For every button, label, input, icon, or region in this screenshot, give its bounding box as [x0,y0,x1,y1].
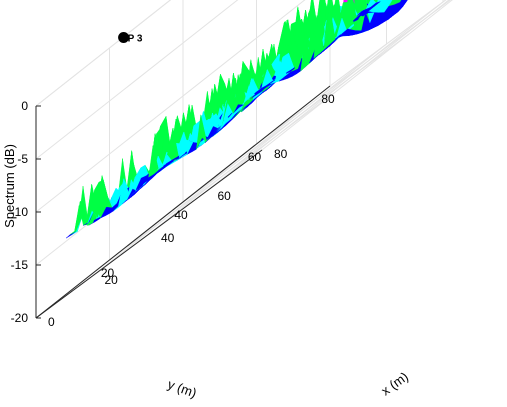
x-tick-label: 0 [48,315,55,329]
z-tick-label: 0 [21,99,28,113]
x-tick-label: 20 [105,273,119,287]
y-tick-label: 40 [174,208,188,222]
x-tick-label: 60 [218,189,232,203]
z-axis-label: Spectrum (dB) [2,144,17,228]
z-tick-label: -20 [11,311,29,325]
y-tick-label: 60 [248,150,262,164]
x-axis-label: x (m) [378,369,411,399]
y-tick-label: 80 [321,92,335,106]
y-axis-label: y (m) [166,376,199,400]
x-tick-label: 80 [274,147,288,161]
surface-cell [407,0,417,1]
reference-point-label: P 3 [128,34,143,45]
x-tick-label: 40 [161,231,175,245]
z-tick-label: -15 [11,258,29,272]
z-tick-label: -5 [17,152,28,166]
